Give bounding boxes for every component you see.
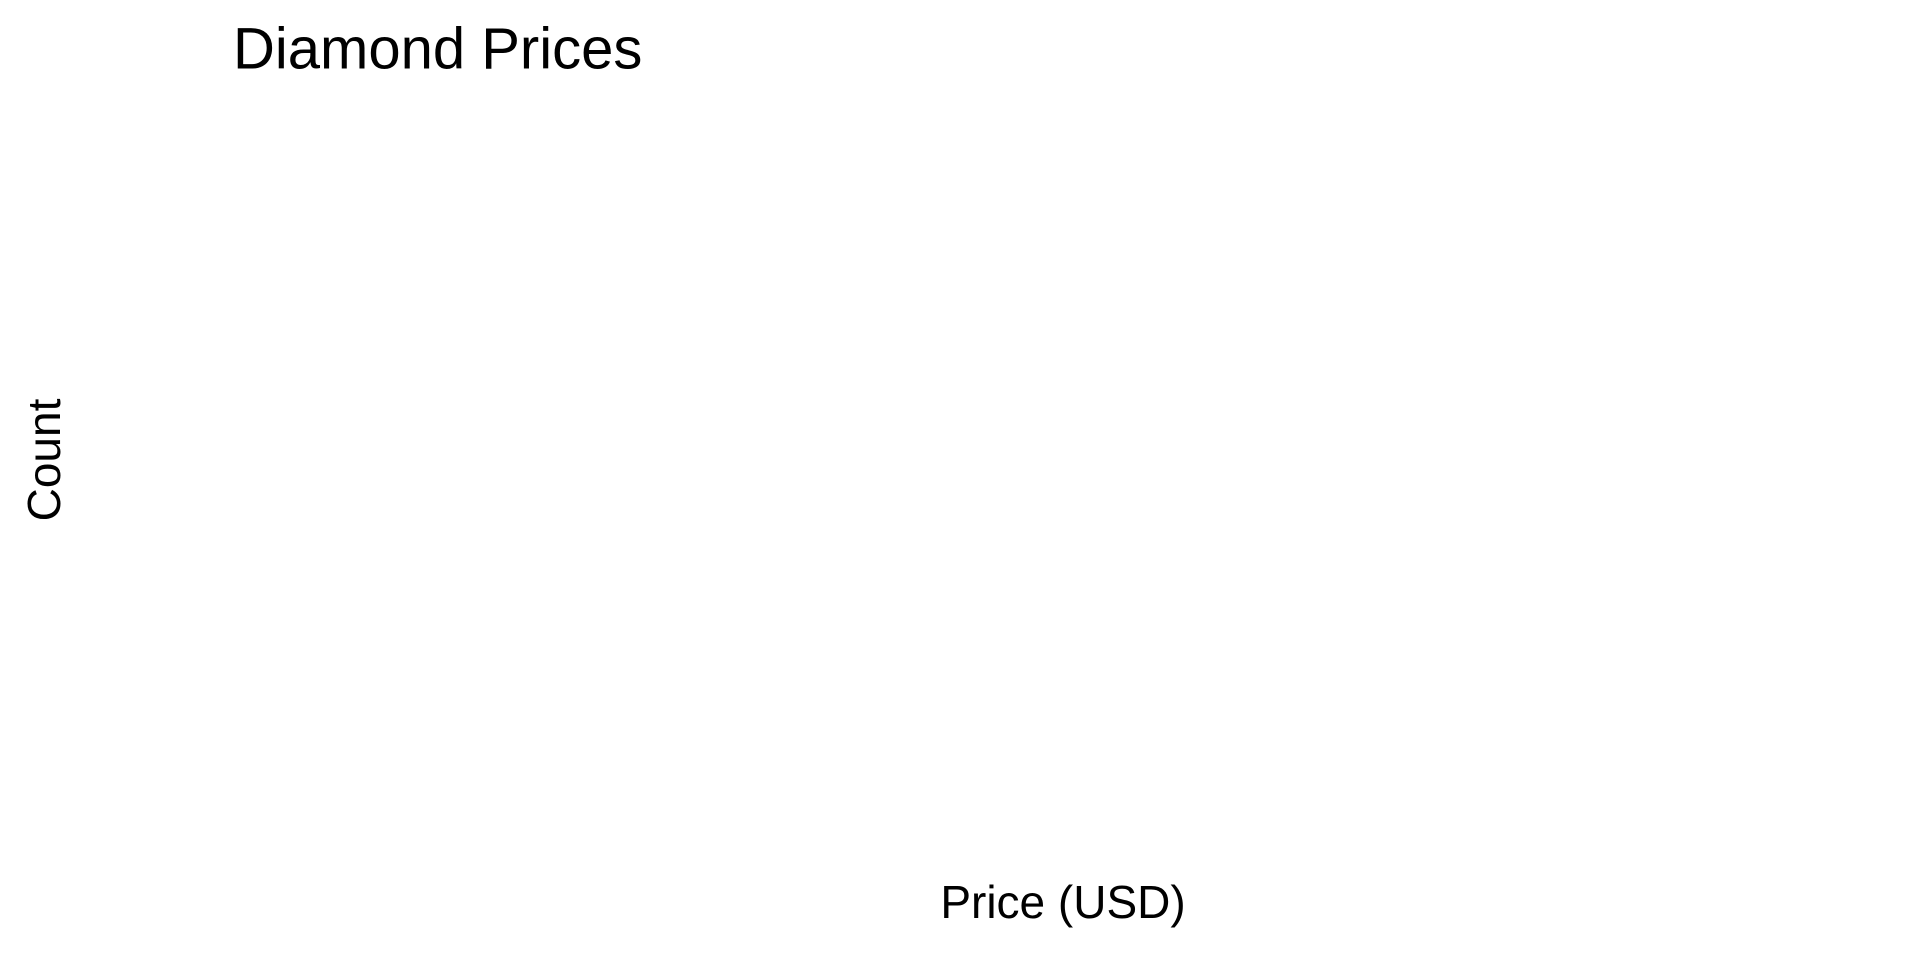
x-axis-title: Price (USD)	[940, 876, 1185, 928]
y-axis-title: Count	[18, 398, 70, 521]
chart-title: Diamond Prices	[233, 16, 642, 81]
